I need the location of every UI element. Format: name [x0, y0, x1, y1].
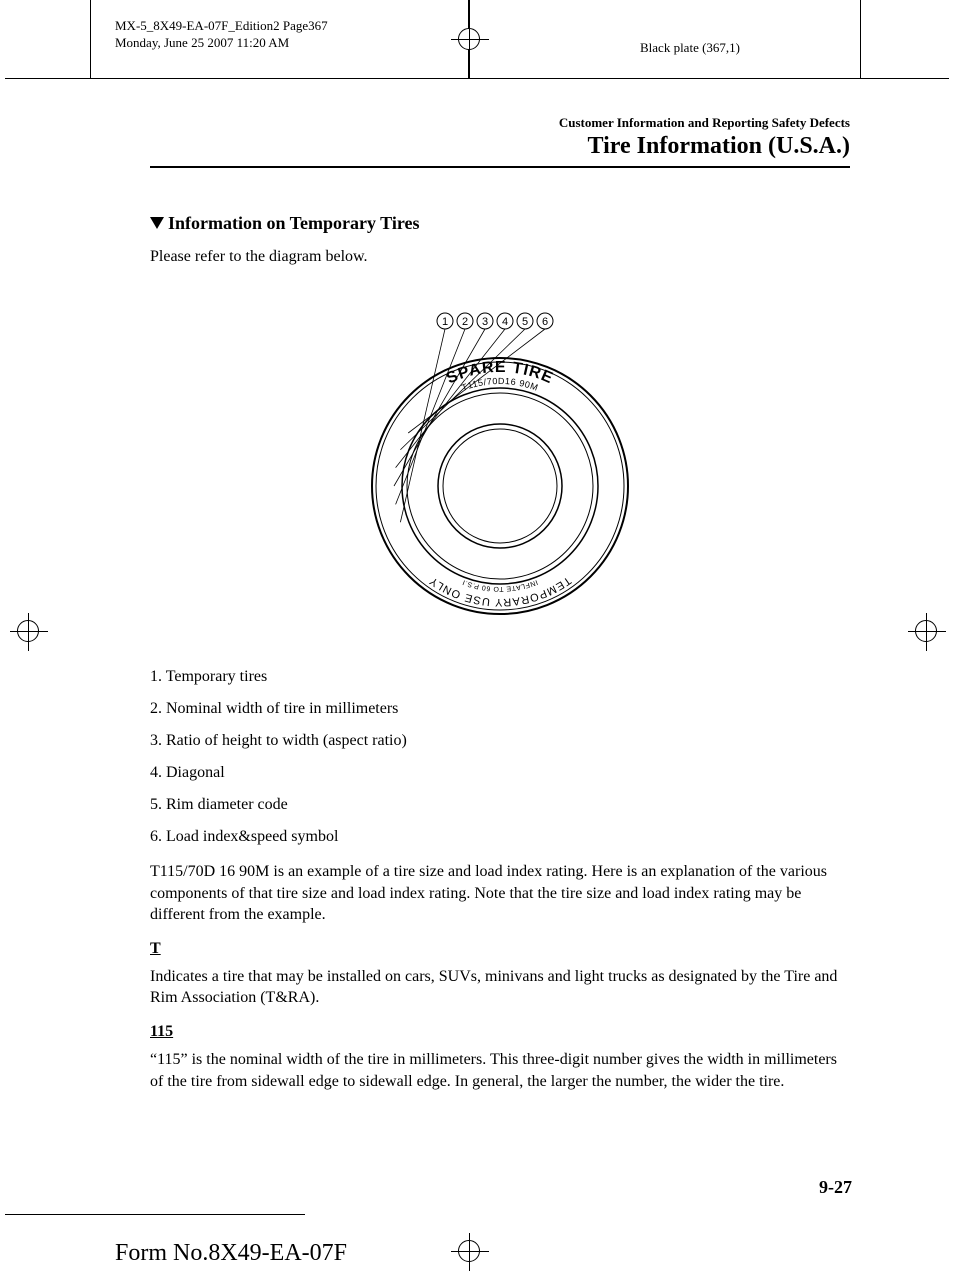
legend-item: 5. Rim diameter code — [150, 789, 850, 821]
registration-mark-right — [915, 620, 937, 642]
subsection-title: Information on Temporary Tires — [150, 213, 850, 234]
triangle-down-icon — [150, 217, 164, 229]
t-body: Indicates a tire that may be installed o… — [150, 966, 850, 1009]
doc-id: MX-5_8X49-EA-07F_Edition2 Page367 — [115, 18, 328, 35]
legend-list: 1. Temporary tires2. Nominal width of ti… — [150, 661, 850, 853]
n115-body: “115” is the nominal width of the tire i… — [150, 1049, 850, 1092]
form-number: Form No.8X49-EA-07F — [115, 1240, 347, 1267]
crop-mark-bottom-line — [5, 1214, 305, 1215]
legend-item: 1. Temporary tires — [150, 661, 850, 693]
black-plate-label: Black plate (367,1) — [640, 40, 740, 56]
n115-heading: 115 — [150, 1023, 850, 1041]
t-heading: T — [150, 940, 850, 958]
header-meta: MX-5_8X49-EA-07F_Edition2 Page367 Monday… — [115, 18, 328, 52]
legend-item: 3. Ratio of height to width (aspect rati… — [150, 725, 850, 757]
registration-mark-top — [458, 28, 480, 50]
section-divider — [150, 166, 850, 168]
page-content: Customer Information and Reporting Safet… — [150, 115, 850, 1092]
doc-timestamp: Monday, June 25 2007 11:20 AM — [115, 35, 328, 52]
crop-mark-left-vertical — [90, 0, 91, 78]
svg-text:1: 1 — [442, 316, 448, 328]
legend-item: 4. Diagonal — [150, 757, 850, 789]
page-number: 9-27 — [819, 1177, 852, 1198]
section-small-title: Customer Information and Reporting Safet… — [150, 115, 850, 131]
subsection-title-text: Information on Temporary Tires — [168, 213, 420, 233]
explanation-paragraph: T115/70D 16 90M is an example of a tire … — [150, 861, 850, 926]
tire-diagram-svg: SPARE TIRET115/70D16 90MTEMPORARY USE ON… — [350, 306, 650, 616]
crop-mark-top-horizontal — [5, 78, 949, 79]
intro-text: Please refer to the diagram below. — [150, 248, 850, 266]
svg-text:4: 4 — [502, 316, 508, 328]
crop-mark-right-vertical — [860, 0, 861, 78]
registration-mark-bottom — [458, 1240, 480, 1262]
legend-item: 6. Load index&speed symbol — [150, 821, 850, 853]
svg-text:3: 3 — [482, 316, 488, 328]
legend-item: 2. Nominal width of tire in millimeters — [150, 693, 850, 725]
section-large-title: Tire Information (U.S.A.) — [150, 133, 850, 160]
svg-text:6: 6 — [542, 316, 548, 328]
svg-text:5: 5 — [522, 316, 528, 328]
tire-diagram: SPARE TIRET115/70D16 90MTEMPORARY USE ON… — [150, 306, 850, 621]
registration-mark-left — [17, 620, 39, 642]
svg-text:2: 2 — [462, 316, 468, 328]
